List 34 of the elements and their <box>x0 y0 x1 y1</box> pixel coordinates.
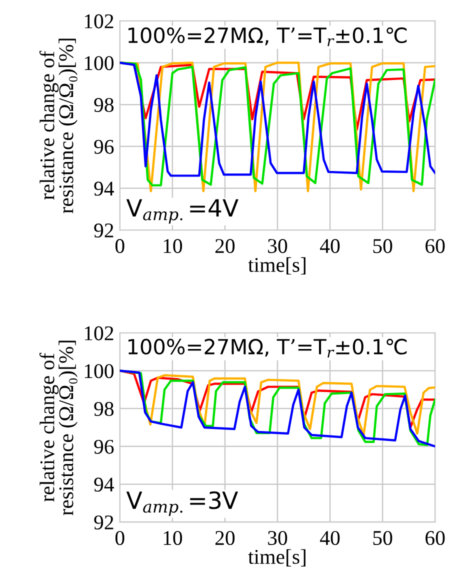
annotation: V$_{amp.}$=3V <box>126 491 238 516</box>
x-tick-label: 60 <box>426 239 445 254</box>
y-tick-label: 102 <box>84 14 114 28</box>
x-tick-label: 30 <box>268 239 288 254</box>
y-tick-label: 100 <box>84 364 114 378</box>
x-tick-label: 30 <box>268 530 288 546</box>
y-axis-title: relative change of resistance (Ω/Ω₀)[%] <box>39 340 78 516</box>
y-tick-label: 96 <box>94 140 114 154</box>
y-tick-label: 98 <box>94 98 114 112</box>
y-tick-label: 102 <box>84 326 114 340</box>
y-tick-label: 96 <box>94 440 114 454</box>
annotation: 100%=27MΩ, T’=T$_{r}$±0.1℃ <box>128 27 407 46</box>
y-tick-label: 92 <box>94 515 114 530</box>
x-tick-label: 0 <box>115 239 124 254</box>
x-tick-label: 60 <box>426 530 445 546</box>
y-axis-title: relative change of resistance (Ω/Ω₀)[%] <box>39 38 78 214</box>
x-tick-label: 40 <box>320 239 340 254</box>
x-axis-title: time[s] <box>248 549 306 566</box>
y-tick-label: 94 <box>94 182 114 196</box>
annotation: 100%=27MΩ, T’=T$_{r}$±0.1℃ <box>128 338 407 358</box>
y-tick-label: 98 <box>94 402 114 416</box>
x-tick-label: 40 <box>320 530 340 546</box>
x-tick-label: 20 <box>215 530 235 546</box>
y-tick-label: 94 <box>94 478 114 492</box>
x-tick-label: 50 <box>373 239 392 254</box>
x-tick-label: 50 <box>373 530 392 546</box>
x-tick-label: 0 <box>115 530 124 546</box>
x-tick-label: 10 <box>164 239 182 254</box>
x-tick-label: 10 <box>164 530 182 546</box>
y-tick-label: 92 <box>94 224 114 238</box>
y-tick-label: 100 <box>84 56 114 70</box>
annotation: V$_{amp.}$=4V <box>126 199 238 224</box>
x-tick-label: 20 <box>215 239 235 254</box>
x-axis-title: time[s] <box>248 257 306 275</box>
